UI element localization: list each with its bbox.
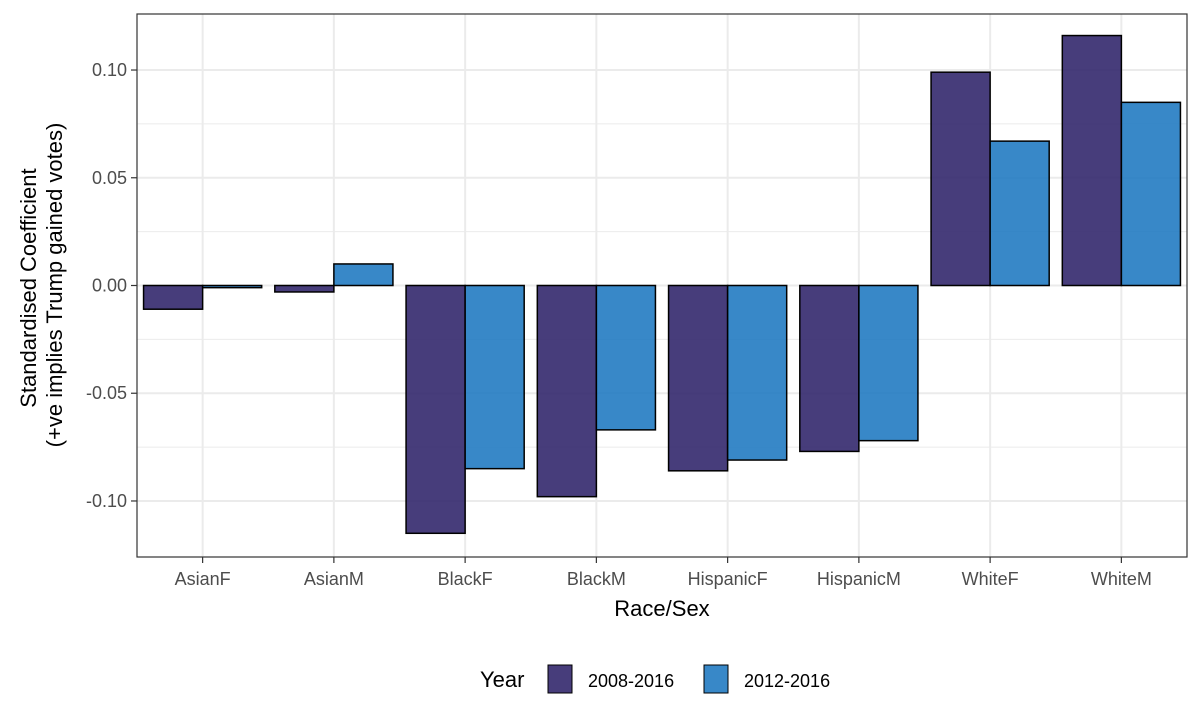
x-tick-label-AsianM: AsianM (304, 569, 364, 589)
x-tick-label-BlackM: BlackM (567, 569, 626, 589)
x-axis-title: Race/Sex (614, 596, 709, 621)
legend-title: Year (480, 667, 524, 692)
bar-BlackM-2012-2016 (595, 284, 657, 431)
bar-WhiteF-2012-2016 (989, 140, 1050, 287)
y-tick-label: 0.05 (92, 168, 127, 188)
bar-HispanicF-2008-2016 (667, 284, 729, 472)
bar-AsianF-2012-2016 (201, 284, 263, 289)
x-axis: AsianF AsianM BlackF BlackM HispanicF Hispani… (175, 557, 1152, 589)
bar-AsianF-2008-2016 (142, 284, 204, 310)
legend: Year 2008-2016 2012-2016 (480, 664, 830, 694)
legend-label-2012-2016: 2012-2016 (744, 671, 830, 691)
y-axis-title-line-1: Standardised Coefficient (16, 168, 41, 407)
x-tick-label-HispanicF: HispanicF (688, 569, 768, 589)
bar-AsianM-2008-2016 (274, 284, 335, 293)
bar-BlackF-2012-2016 (464, 284, 525, 470)
bars (142, 34, 1182, 535)
x-tick-label-WhiteM: WhiteM (1091, 569, 1152, 589)
bar-HispanicM-2008-2016 (799, 284, 860, 453)
legend-swatch-2008-2016 (547, 664, 573, 694)
x-tick-label-WhiteF: WhiteF (962, 569, 1019, 589)
y-tick-label: 0.10 (92, 60, 127, 80)
bar-HispanicM-2012-2016 (858, 284, 919, 442)
bar-BlackF-2008-2016 (405, 284, 466, 535)
y-tick-label: 0.00 (92, 276, 127, 296)
bar-WhiteF-2008-2016 (930, 71, 991, 287)
bar-HispanicF-2012-2016 (726, 284, 788, 461)
bar-WhiteM-2012-2016 (1120, 101, 1182, 287)
bar-BlackM-2008-2016 (536, 284, 598, 498)
bar-WhiteM-2008-2016 (1061, 34, 1123, 287)
y-axis: -0.10 -0.05 0.00 0.05 0.10 (86, 60, 137, 511)
legend-label-2008-2016: 2008-2016 (588, 671, 674, 691)
bar-AsianM-2012-2016 (333, 263, 394, 287)
y-tick-label: -0.05 (86, 383, 127, 403)
x-tick-label-HispanicM: HispanicM (817, 569, 901, 589)
legend-swatch-2012-2016 (703, 664, 729, 694)
x-tick-label-BlackF: BlackF (438, 569, 493, 589)
y-tick-label: -0.10 (86, 491, 127, 511)
y-axis-title-line-2: (+ve implies Trump gained votes) (42, 123, 67, 448)
x-tick-label-AsianF: AsianF (175, 569, 231, 589)
y-axis-title: Standardised Coefficient (+ve implies Tr… (16, 123, 67, 448)
